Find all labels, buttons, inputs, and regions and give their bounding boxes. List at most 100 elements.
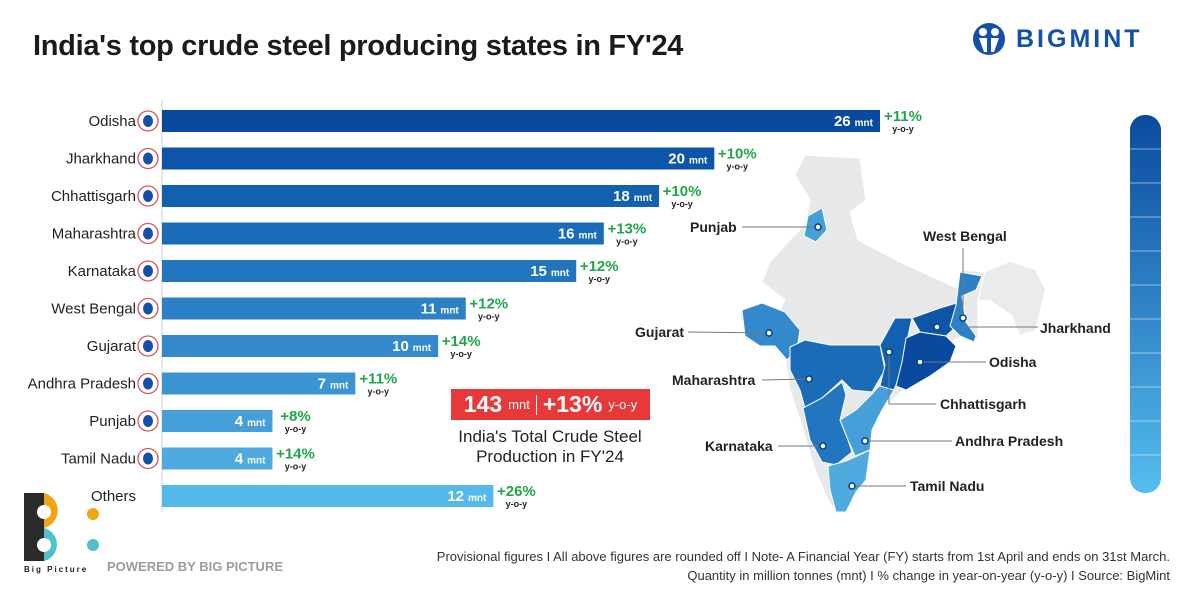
state-andhra	[839, 376, 901, 457]
map-label-odisha: Odisha	[989, 354, 1037, 370]
bar-value-label: 26 mnt	[834, 113, 874, 130]
change-label: +8%	[280, 408, 310, 425]
change-label: +13%	[607, 221, 646, 238]
total-caption: India's Total Crude Steel Production in …	[440, 427, 660, 467]
total-change-unit: y-o-y	[608, 397, 638, 412]
category-label: Maharashtra	[52, 226, 137, 243]
state-silhouette-icon	[143, 265, 153, 277]
change-label: +12%	[580, 258, 619, 275]
bar	[162, 485, 494, 507]
change-label: +11%	[884, 108, 922, 125]
total-unit: mnt	[508, 397, 530, 412]
divider	[535, 394, 537, 415]
state-silhouette-icon	[143, 302, 153, 315]
total-value: 143	[463, 391, 503, 417]
state-west-bengal	[949, 271, 983, 343]
caption-line-1: India's Total Crude Steel	[458, 427, 642, 446]
big-picture-logo	[24, 493, 99, 561]
bigmint-people-icon	[973, 23, 1005, 55]
category-label: Tamil Nadu	[61, 451, 136, 468]
bar-value-label: 10 mnt	[392, 338, 432, 355]
state-silhouette-icon	[143, 452, 153, 465]
change-label: +10%	[663, 183, 702, 200]
powered-by: POWERED BY BIG PICTURE	[107, 559, 284, 574]
map-label-west-bengal: West Bengal	[923, 228, 1007, 244]
bar	[162, 110, 880, 132]
change-label: +11%	[359, 371, 397, 388]
color-scale-dividers	[1130, 148, 1161, 456]
state-silhouette-icon	[143, 190, 153, 202]
state-maharashtra	[789, 339, 886, 409]
leader-lines	[687, 226, 1038, 487]
bar-value-label: 12 mnt	[447, 488, 487, 505]
change-unit-label: y-o-y	[892, 124, 914, 134]
bar	[162, 410, 273, 432]
map-label-karnataka: Karnataka	[705, 438, 773, 454]
change-unit-label: y-o-y	[285, 462, 307, 472]
change-unit-label: y-o-y	[671, 199, 693, 209]
change-label: +26%	[497, 483, 536, 500]
change-label: +12%	[469, 296, 508, 313]
footnote-line-1: Provisional figures I All above figures …	[436, 549, 1170, 564]
bar	[162, 447, 273, 470]
total-production-badge: 143 mnt +13% y-o-y	[451, 389, 650, 420]
state-tamil-nadu	[827, 449, 871, 513]
state-silhouette-icon	[143, 415, 153, 427]
caption-line-2: Production in FY'24	[476, 447, 624, 466]
bar	[162, 222, 604, 245]
change-unit-label: y-o-y	[616, 237, 638, 247]
category-label: West Bengal	[51, 301, 136, 318]
change-label: +10%	[718, 146, 757, 163]
bar-value-label: 7 mnt	[318, 376, 349, 393]
category-label: Others	[91, 488, 136, 505]
change-unit-label: y-o-y	[285, 424, 307, 434]
state-odisha	[895, 331, 957, 391]
neighbour-northeast	[978, 262, 1045, 335]
change-unit-label: y-o-y	[727, 162, 749, 172]
change-label: +14%	[276, 446, 315, 463]
bar-value-label: 4 mnt	[235, 413, 266, 430]
bigmint-logo: BIGMINT	[972, 22, 1143, 56]
bar-value-label: 18 mnt	[613, 188, 653, 205]
bar	[162, 185, 660, 207]
change-unit-label: y-o-y	[450, 349, 472, 359]
india-map	[687, 154, 1045, 515]
category-label: Andhra Pradesh	[28, 376, 136, 393]
change-label: +14%	[442, 333, 481, 350]
map-label-tamil-nadu: Tamil Nadu	[910, 478, 985, 494]
category-label: Odisha	[88, 113, 136, 130]
big-picture-logo-text: Big Picture	[24, 565, 89, 574]
state-silhouette-icon	[143, 377, 153, 390]
category-label: Punjab	[89, 413, 136, 430]
bar	[162, 372, 356, 395]
map-label-punjab: Punjab	[690, 219, 737, 235]
change-unit-label: y-o-y	[506, 499, 528, 509]
bar	[162, 297, 466, 320]
map-label-chhattisgarh: Chhattisgarh	[940, 396, 1027, 412]
change-unit-label: y-o-y	[478, 312, 500, 322]
bar	[162, 335, 439, 357]
category-label: Chhattisgarh	[51, 188, 136, 205]
map-label-gujarat: Gujarat	[635, 324, 685, 340]
category-label: Jharkhand	[66, 151, 136, 168]
category-label: Gujarat	[87, 338, 137, 355]
total-change: +13%	[542, 391, 603, 417]
state-silhouette-icon	[143, 227, 153, 240]
bar-value-label: 16 mnt	[558, 226, 598, 243]
page-title: India's top crude steel producing states…	[33, 30, 684, 62]
state-silhouette-icon	[143, 340, 153, 352]
bar	[162, 147, 715, 170]
category-label: Karnataka	[68, 263, 137, 280]
map-label-maharashtra: Maharashtra	[672, 372, 756, 388]
brand-name: BIGMINT	[1016, 24, 1143, 53]
footnote-line-2: Quantity in million tonnes (mnt) I % cha…	[687, 568, 1170, 583]
state-silhouette-icon	[143, 152, 153, 165]
bar-value-label: 4 mnt	[235, 451, 266, 468]
color-scale-legend	[1130, 115, 1161, 493]
bar-value-label: 15 mnt	[530, 263, 570, 280]
state-silhouette-icon	[143, 115, 153, 127]
change-unit-label: y-o-y	[588, 274, 610, 284]
bar	[162, 260, 577, 282]
bar-value-label: 20 mnt	[668, 151, 708, 168]
